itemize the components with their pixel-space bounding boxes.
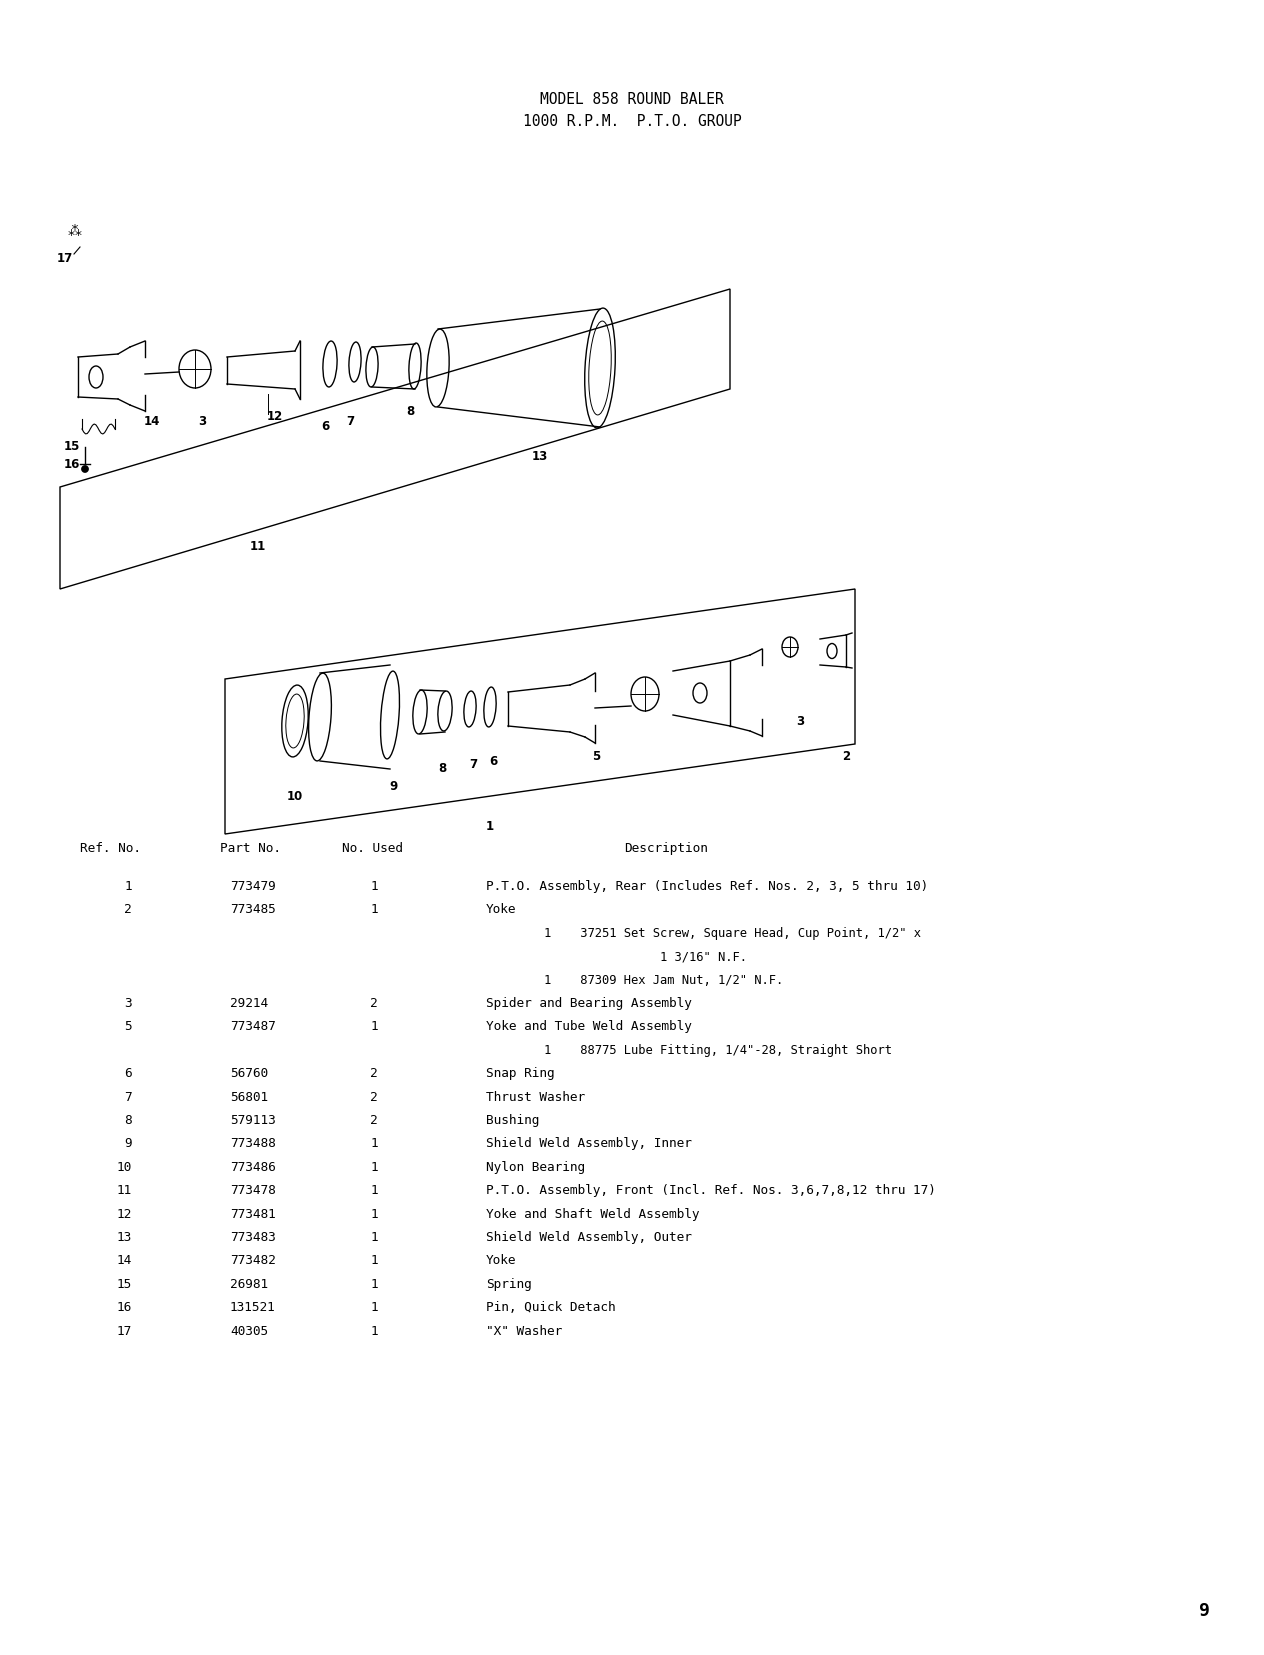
- Text: 2: 2: [370, 1066, 378, 1079]
- Text: 1: 1: [370, 1301, 378, 1314]
- Text: 1: 1: [370, 1206, 378, 1220]
- Text: 8: 8: [124, 1114, 131, 1127]
- Text: 3: 3: [198, 415, 206, 427]
- Text: 3: 3: [124, 996, 131, 1010]
- Text: Yoke and Tube Weld Assembly: Yoke and Tube Weld Assembly: [485, 1019, 691, 1033]
- Text: No. Used: No. Used: [343, 841, 403, 854]
- Text: P.T.O. Assembly, Rear (Includes Ref. Nos. 2, 3, 5 thru 10): P.T.O. Assembly, Rear (Includes Ref. Nos…: [485, 879, 928, 892]
- Text: 5: 5: [592, 750, 600, 763]
- Text: Ref. No.: Ref. No.: [80, 841, 142, 854]
- Text: 6: 6: [124, 1066, 131, 1079]
- Text: 10: 10: [287, 789, 303, 803]
- Text: 6: 6: [321, 420, 329, 432]
- Text: 13: 13: [532, 450, 549, 463]
- Text: 9: 9: [1200, 1600, 1210, 1619]
- Text: 1: 1: [370, 1253, 378, 1266]
- Text: 11: 11: [116, 1183, 131, 1197]
- Text: 2: 2: [370, 1091, 378, 1102]
- Text: 1: 1: [370, 904, 378, 915]
- Text: 9: 9: [124, 1137, 131, 1150]
- Text: Description: Description: [624, 841, 708, 854]
- Text: 26981: 26981: [230, 1278, 268, 1289]
- Text: 7: 7: [469, 758, 477, 771]
- Text: 1: 1: [370, 1278, 378, 1289]
- Text: 1    37251 Set Screw, Square Head, Cup Point, 1/2" x: 1 37251 Set Screw, Square Head, Cup Poin…: [485, 927, 921, 940]
- Text: 56760: 56760: [230, 1066, 268, 1079]
- Text: 17: 17: [116, 1324, 131, 1337]
- Text: 1: 1: [370, 1019, 378, 1033]
- Text: 5: 5: [124, 1019, 131, 1033]
- Text: 10: 10: [116, 1160, 131, 1173]
- Text: "X" Washer: "X" Washer: [485, 1324, 562, 1337]
- Text: 56801: 56801: [230, 1091, 268, 1102]
- Text: Yoke: Yoke: [485, 1253, 517, 1266]
- Text: 9: 9: [389, 780, 398, 793]
- Text: 14: 14: [116, 1253, 131, 1266]
- Text: Nylon Bearing: Nylon Bearing: [485, 1160, 585, 1173]
- Text: 1: 1: [370, 1137, 378, 1150]
- Text: P.T.O. Assembly, Front (Incl. Ref. Nos. 3,6,7,8,12 thru 17): P.T.O. Assembly, Front (Incl. Ref. Nos. …: [485, 1183, 935, 1197]
- Text: 1 3/16" N.F.: 1 3/16" N.F.: [485, 950, 747, 963]
- Text: 15: 15: [63, 440, 80, 453]
- Text: 16: 16: [63, 458, 80, 470]
- Text: 773485: 773485: [230, 904, 276, 915]
- Text: 11: 11: [250, 540, 267, 553]
- Text: MODEL 858 ROUND BALER: MODEL 858 ROUND BALER: [540, 93, 724, 108]
- Text: 1: 1: [485, 819, 494, 832]
- Text: 15: 15: [116, 1278, 131, 1289]
- Text: 29214: 29214: [230, 996, 268, 1010]
- Text: 7: 7: [124, 1091, 131, 1102]
- Text: Yoke: Yoke: [485, 904, 517, 915]
- Text: 8: 8: [406, 405, 415, 417]
- Ellipse shape: [81, 467, 88, 473]
- Text: 1: 1: [370, 1230, 378, 1243]
- Text: 12: 12: [267, 410, 283, 422]
- Text: 7: 7: [346, 415, 354, 427]
- Text: 773481: 773481: [230, 1206, 276, 1220]
- Text: Spider and Bearing Assembly: Spider and Bearing Assembly: [485, 996, 691, 1010]
- Text: 40305: 40305: [230, 1324, 268, 1337]
- Text: 13: 13: [116, 1230, 131, 1243]
- Text: 773483: 773483: [230, 1230, 276, 1243]
- Text: 1000 R.P.M.  P.T.O. GROUP: 1000 R.P.M. P.T.O. GROUP: [522, 114, 742, 129]
- Text: 8: 8: [437, 761, 446, 775]
- Text: Thrust Washer: Thrust Washer: [485, 1091, 585, 1102]
- Text: 773487: 773487: [230, 1019, 276, 1033]
- Text: 579113: 579113: [230, 1114, 276, 1127]
- Text: Part No.: Part No.: [220, 841, 281, 854]
- Text: 773486: 773486: [230, 1160, 276, 1173]
- Text: 2: 2: [842, 750, 851, 763]
- Text: 773488: 773488: [230, 1137, 276, 1150]
- Text: 131521: 131521: [230, 1301, 276, 1314]
- Text: 17: 17: [57, 252, 73, 265]
- Text: 773482: 773482: [230, 1253, 276, 1266]
- Text: 6: 6: [489, 755, 497, 768]
- Text: Bushing: Bushing: [485, 1114, 540, 1127]
- Text: 2: 2: [370, 996, 378, 1010]
- Text: 773479: 773479: [230, 879, 276, 892]
- Text: 1: 1: [370, 1324, 378, 1337]
- Text: 1: 1: [370, 879, 378, 892]
- Text: 16: 16: [116, 1301, 131, 1314]
- Text: 2: 2: [124, 904, 131, 915]
- Text: 1: 1: [124, 879, 131, 892]
- Text: 14: 14: [144, 415, 161, 427]
- Text: 1    87309 Hex Jam Nut, 1/2" N.F.: 1 87309 Hex Jam Nut, 1/2" N.F.: [485, 973, 784, 986]
- Text: Pin, Quick Detach: Pin, Quick Detach: [485, 1301, 616, 1314]
- Text: 2: 2: [370, 1114, 378, 1127]
- Text: ⁂: ⁂: [68, 225, 82, 238]
- Text: 1    88775 Lube Fitting, 1/4"-28, Straight Short: 1 88775 Lube Fitting, 1/4"-28, Straight …: [485, 1043, 892, 1056]
- Text: 773478: 773478: [230, 1183, 276, 1197]
- Text: Yoke and Shaft Weld Assembly: Yoke and Shaft Weld Assembly: [485, 1206, 699, 1220]
- Text: Shield Weld Assembly, Inner: Shield Weld Assembly, Inner: [485, 1137, 691, 1150]
- Text: Spring: Spring: [485, 1278, 532, 1289]
- Text: 3: 3: [796, 715, 804, 728]
- Text: 12: 12: [116, 1206, 131, 1220]
- Text: Shield Weld Assembly, Outer: Shield Weld Assembly, Outer: [485, 1230, 691, 1243]
- Text: 1: 1: [370, 1183, 378, 1197]
- Text: 1: 1: [370, 1160, 378, 1173]
- Text: Snap Ring: Snap Ring: [485, 1066, 555, 1079]
